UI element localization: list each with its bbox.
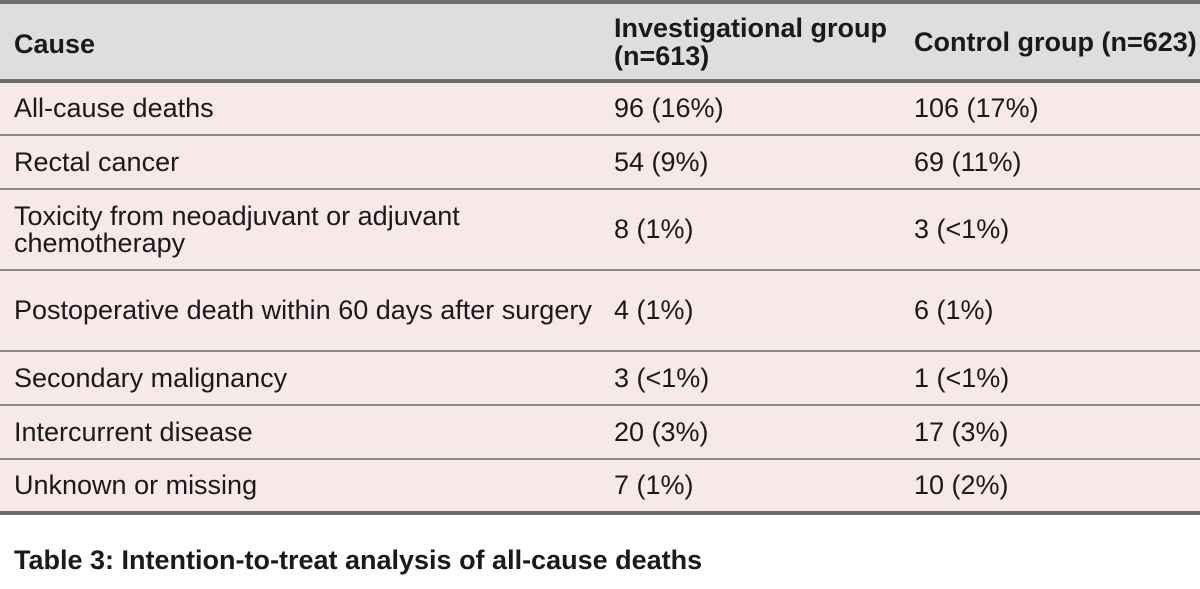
table-header-row: Cause Investigational group (n=613) Cont…: [0, 4, 1200, 83]
investigational-cell: 7 (1%): [600, 459, 900, 515]
header-cause: Cause: [0, 4, 600, 83]
control-cell: 69 (11%): [900, 135, 1200, 190]
table-row: Unknown or missing 7 (1%) 10 (2%): [0, 459, 1200, 515]
cause-cell: Unknown or missing: [0, 459, 600, 515]
table-row: All-cause deaths 96 (16%) 106 (17%): [0, 81, 1200, 136]
cause-cell: All-cause deaths: [0, 81, 600, 136]
investigational-cell: 4 (1%): [600, 270, 900, 352]
table-row: Secondary malignancy 3 (<1%) 1 (<1%): [0, 351, 1200, 406]
control-cell: 10 (2%): [900, 459, 1200, 515]
cause-cell: Rectal cancer: [0, 135, 600, 190]
control-cell: 3 (<1%): [900, 189, 1200, 271]
investigational-cell: 8 (1%): [600, 189, 900, 271]
deaths-table: Cause Investigational group (n=613) Cont…: [0, 4, 1200, 515]
table-row: Intercurrent disease 20 (3%) 17 (3%): [0, 405, 1200, 460]
investigational-cell: 54 (9%): [600, 135, 900, 190]
header-control-group: Control group (n=623): [900, 4, 1200, 83]
investigational-cell: 20 (3%): [600, 405, 900, 460]
investigational-cell: 3 (<1%): [600, 351, 900, 406]
cause-cell: Toxicity from neoadjuvant or adjuvant ch…: [0, 189, 600, 271]
investigational-cell: 96 (16%): [600, 81, 900, 136]
header-investigational-group: Investigational group (n=613): [600, 4, 900, 83]
control-cell: 17 (3%): [900, 405, 1200, 460]
table-row: Toxicity from neoadjuvant or adjuvant ch…: [0, 189, 1200, 271]
cause-cell: Intercurrent disease: [0, 405, 600, 460]
table-row: Rectal cancer 54 (9%) 69 (11%): [0, 135, 1200, 190]
control-cell: 6 (1%): [900, 270, 1200, 352]
table-row: Postoperative death within 60 days after…: [0, 270, 1200, 352]
table-caption: Table 3: Intention-to-treat analysis of …: [14, 545, 703, 575]
cause-cell: Secondary malignancy: [0, 351, 600, 406]
control-cell: 1 (<1%): [900, 351, 1200, 406]
cause-cell: Postoperative death within 60 days after…: [0, 270, 600, 352]
top-rule: [0, 0, 1200, 4]
control-cell: 106 (17%): [900, 81, 1200, 136]
